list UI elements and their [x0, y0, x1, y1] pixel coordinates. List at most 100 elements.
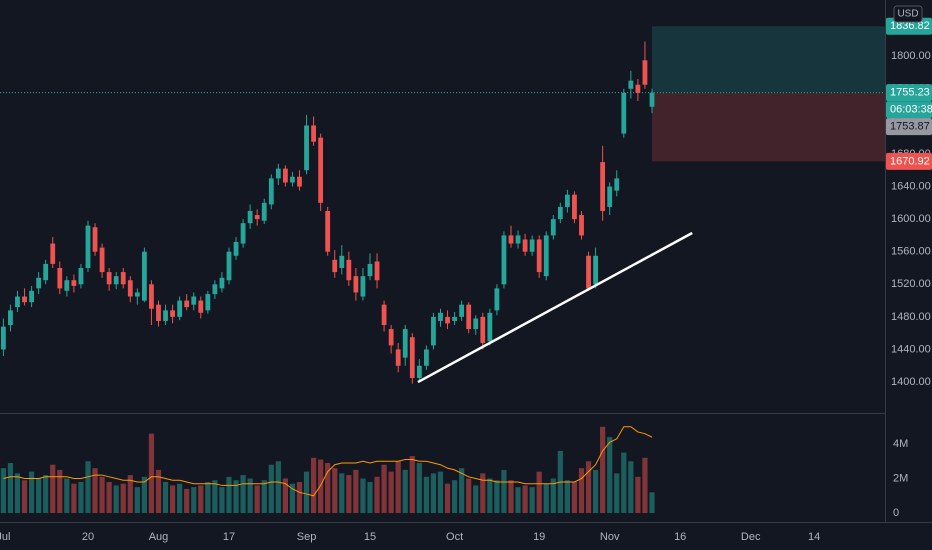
x-tick-label: Sep [297, 531, 317, 543]
volume-bar [247, 478, 253, 514]
volume-bar [346, 475, 352, 514]
candle-body [219, 277, 225, 289]
volume-bar [459, 468, 465, 514]
candle-body [621, 92, 627, 134]
candle-body [318, 137, 324, 203]
volume-bar [219, 487, 225, 514]
volume-bar [388, 471, 394, 514]
candle-body [445, 316, 450, 324]
candle-body [543, 235, 549, 277]
candle-body [367, 263, 373, 277]
volume-bar [578, 468, 585, 514]
candle-body [156, 304, 161, 321]
candle-body [29, 290, 34, 303]
candle-body [71, 280, 77, 286]
candle-body [423, 349, 429, 366]
stop-zone [651, 92, 885, 162]
volume-bar [169, 485, 176, 514]
volume-bar [282, 478, 288, 514]
candle-body [170, 310, 175, 317]
candle-body [388, 329, 394, 346]
candle-body [297, 176, 302, 187]
volume-bar [141, 476, 147, 514]
x-tick-label: Nov [600, 531, 620, 543]
candle-body [452, 316, 457, 321]
candle-body [240, 223, 246, 244]
candle-body [353, 276, 359, 293]
candle-body [134, 292, 140, 297]
volume-bar [607, 437, 613, 514]
volume-bar [71, 483, 77, 514]
candle-body [374, 261, 380, 281]
volume-bar [592, 469, 599, 514]
volume-bar [642, 457, 648, 514]
candle-body [226, 251, 232, 281]
volume-bar [423, 476, 429, 514]
candle-body [57, 268, 63, 289]
y-tick-label: 1400.00 [891, 376, 931, 388]
candle-body [515, 235, 521, 244]
y-tick-label: 1800.00 [891, 50, 931, 62]
candle-body [564, 194, 570, 207]
countdown-label: 06:03:38 [890, 104, 932, 116]
candle-body [550, 219, 556, 236]
volume-bar [515, 487, 521, 514]
volume-bar [191, 487, 197, 514]
volume-bar [543, 483, 549, 514]
candle-body [247, 210, 253, 224]
candle-body [459, 304, 465, 317]
volume-tick-label: 4M [893, 438, 908, 450]
trendline [417, 231, 693, 384]
candle-body [36, 277, 42, 289]
candle-body [586, 255, 591, 289]
stop-label-bg [886, 152, 932, 170]
y-tick-label: 1480.00 [891, 311, 931, 323]
candle-body [649, 92, 655, 107]
x-tick-label: 14 [808, 531, 820, 543]
volume-bar [621, 452, 627, 514]
y-tick-label: 1560.00 [891, 246, 931, 258]
volume-bar [395, 461, 401, 514]
volume-bar [92, 468, 98, 514]
volume-bar [233, 480, 239, 514]
volume-bar [466, 478, 472, 514]
volume-ma [3, 426, 653, 497]
candle-body [473, 318, 479, 330]
volume-bar [635, 476, 641, 514]
volume-bar [254, 485, 260, 514]
volume-bar [106, 481, 112, 514]
candle-body [332, 259, 338, 273]
candle-body [8, 310, 13, 326]
volume-bar [275, 461, 281, 514]
candle-body [106, 272, 112, 285]
last-price-label: 1755.23 [890, 87, 930, 99]
candle-body [268, 178, 274, 205]
volume-bar [585, 461, 592, 514]
volume-bar [374, 476, 380, 514]
volume-bar [127, 475, 133, 514]
volume-bar [536, 471, 542, 514]
bid-label: 1753.87 [890, 121, 930, 133]
candle-body [529, 239, 535, 252]
stop-label: 1670.92 [890, 155, 930, 167]
candle-body [416, 365, 422, 378]
volume-bar [296, 481, 303, 514]
candle-body [198, 300, 204, 313]
target-label: 1836.82 [890, 20, 930, 32]
x-tick-label: 16 [674, 531, 686, 543]
candle-body [325, 210, 331, 252]
volume-bar [14, 473, 21, 514]
candle-body [22, 296, 27, 303]
volume-bar [367, 481, 373, 514]
candle-body [149, 284, 154, 309]
candle-body [628, 80, 634, 89]
volume-bar [303, 471, 310, 514]
volume-pane [0, 426, 655, 514]
volume-bar [212, 480, 218, 514]
candle-body [282, 168, 288, 183]
volume-bar [444, 483, 451, 514]
candle-body [0, 326, 6, 350]
volume-bar [28, 471, 35, 514]
